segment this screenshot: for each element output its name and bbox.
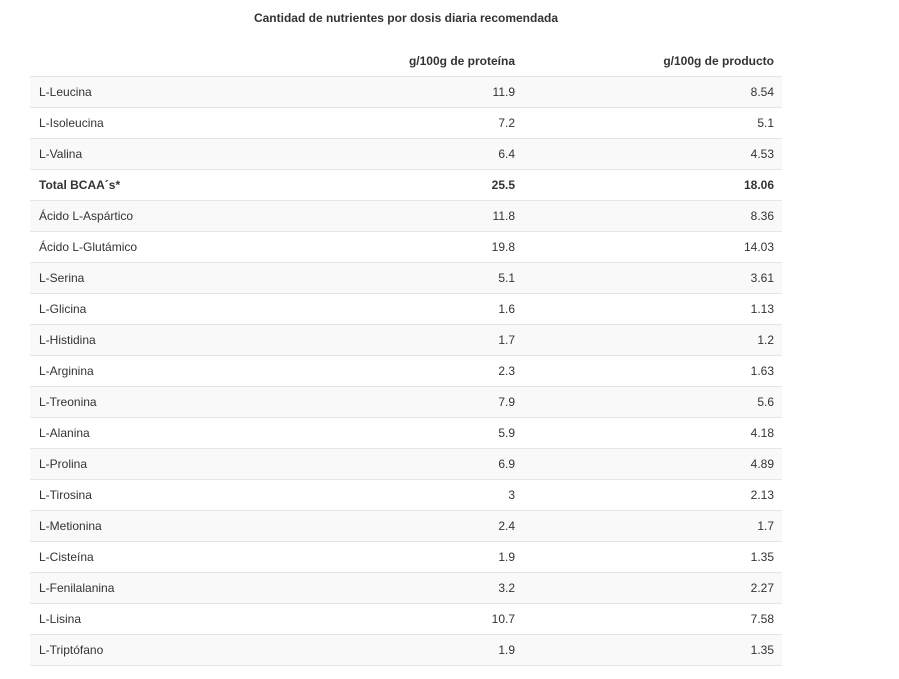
header-product: g/100g de producto: [663, 54, 774, 68]
row-protein-value: 25.5: [491, 178, 515, 192]
row-protein-value: 3.2: [498, 581, 515, 595]
row-name: Total BCAA´s*: [39, 178, 121, 192]
row-protein-value: 6.4: [498, 147, 515, 161]
table-row: L-Isoleucina 7.2 5.1: [30, 108, 782, 139]
table-row: L-Histidina 1.7 1.2: [30, 325, 782, 356]
row-product-value: 14.03: [743, 240, 774, 254]
row-name: L-Leucina: [39, 85, 92, 99]
row-name: L-Metionina: [39, 519, 102, 533]
table-row: L-Lisina 10.7 7.58: [30, 604, 782, 635]
table-row: L-Fenilalanina 3.2 2.27: [30, 573, 782, 604]
table-row: L-Alanina 5.9 4.18: [30, 418, 782, 449]
row-product-value: 4.53: [750, 147, 774, 161]
row-protein-value: 5.9: [498, 426, 515, 440]
table-row: L-Cisteína 1.9 1.35: [30, 542, 782, 573]
table-header-row: g/100g de proteína g/100g de producto: [30, 46, 782, 77]
row-product-value: 1.13: [750, 302, 774, 316]
row-name: L-Lisina: [39, 612, 82, 626]
row-name: L-Fenilalanina: [39, 581, 115, 595]
row-product-value: 5.6: [757, 395, 774, 409]
table-row: L-Treonina 7.9 5.6: [30, 387, 782, 418]
table-row: L-Valina 6.4 4.53: [30, 139, 782, 170]
row-name: L-Treonina: [39, 395, 97, 409]
row-product-value: 4.18: [750, 426, 774, 440]
row-product-value: 3.61: [750, 271, 774, 285]
row-name: L-Prolina: [39, 457, 88, 471]
table-row: L-Leucina 11.9 8.54: [30, 77, 782, 108]
row-protein-value: 19.8: [491, 240, 515, 254]
row-name: Ácido L-Glutámico: [39, 240, 138, 254]
row-protein-value: 7.2: [498, 116, 515, 130]
row-name: L-Tirosina: [39, 488, 92, 502]
row-product-value: 8.54: [750, 85, 774, 99]
nutrient-table: g/100g de proteína g/100g de producto L-…: [30, 46, 782, 666]
row-product-value: 5.1: [757, 116, 774, 130]
header-protein: g/100g de proteína: [408, 54, 515, 68]
row-protein-value: 11.9: [492, 85, 515, 99]
row-protein-value: 6.9: [498, 457, 515, 471]
table-row: L-Glicina 1.6 1.13: [30, 294, 782, 325]
row-protein-value: 11.8: [492, 209, 515, 223]
row-name: Ácido L-Aspártico: [39, 209, 134, 223]
table-row: L-Serina 5.1 3.61: [30, 263, 782, 294]
row-product-value: 2.13: [750, 488, 774, 502]
row-protein-value: 1.6: [498, 302, 515, 316]
row-name: L-Serina: [39, 271, 85, 285]
table-row: Ácido L-Aspártico 11.8 8.36: [30, 201, 782, 232]
row-product-value: 4.89: [750, 457, 774, 471]
row-product-value: 1.2: [757, 333, 774, 347]
row-protein-value: 5.1: [498, 271, 515, 285]
row-name: L-Alanina: [39, 426, 90, 440]
row-name: L-Histidina: [39, 333, 96, 347]
row-name: L-Cisteína: [39, 550, 94, 564]
row-product-value: 1.7: [757, 519, 774, 533]
row-product-value: 1.63: [750, 364, 774, 378]
table-row: Total BCAA´s* 25.5 18.06: [30, 170, 782, 201]
row-protein-value: 2.3: [498, 364, 515, 378]
row-product-value: 7.58: [750, 612, 774, 626]
table-row: L-Arginina 2.3 1.63: [30, 356, 782, 387]
row-protein-value: 3: [508, 488, 515, 502]
row-protein-value: 1.7: [498, 333, 515, 347]
row-name: L-Isoleucina: [39, 116, 104, 130]
table-row: L-Triptófano 1.9 1.35: [30, 635, 782, 666]
row-protein-value: 7.9: [498, 395, 515, 409]
table-row: L-Prolina 6.9 4.89: [30, 449, 782, 480]
table-row: L-Metionina 2.4 1.7: [30, 511, 782, 542]
row-protein-value: 1.9: [498, 550, 515, 564]
row-protein-value: 10.7: [491, 612, 515, 626]
row-protein-value: 2.4: [498, 519, 515, 533]
table-title: Cantidad de nutrientes por dosis diaria …: [253, 11, 559, 25]
row-product-value: 2.27: [750, 581, 774, 595]
table-body: L-Leucina 11.9 8.54 L-Isoleucina 7.2 5.1 L-Val…: [30, 77, 782, 666]
table-row: Ácido L-Glutámico 19.8 14.03: [30, 232, 782, 263]
row-product-value: 8.36: [750, 209, 774, 223]
table-row: L-Tirosina 3 2.13: [30, 480, 782, 511]
row-name: L-Arginina: [39, 364, 94, 378]
row-product-value: 1.35: [750, 550, 774, 564]
row-name: L-Valina: [39, 147, 83, 161]
row-name: L-Triptófano: [39, 643, 104, 657]
row-protein-value: 1.9: [498, 643, 515, 657]
row-product-value: 18.06: [743, 178, 774, 192]
row-product-value: 1.35: [750, 643, 774, 657]
row-name: L-Glicina: [39, 302, 87, 316]
